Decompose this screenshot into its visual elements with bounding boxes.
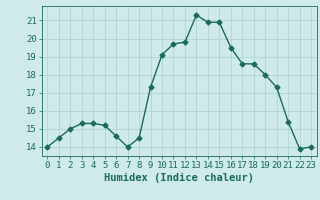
X-axis label: Humidex (Indice chaleur): Humidex (Indice chaleur) xyxy=(104,173,254,183)
